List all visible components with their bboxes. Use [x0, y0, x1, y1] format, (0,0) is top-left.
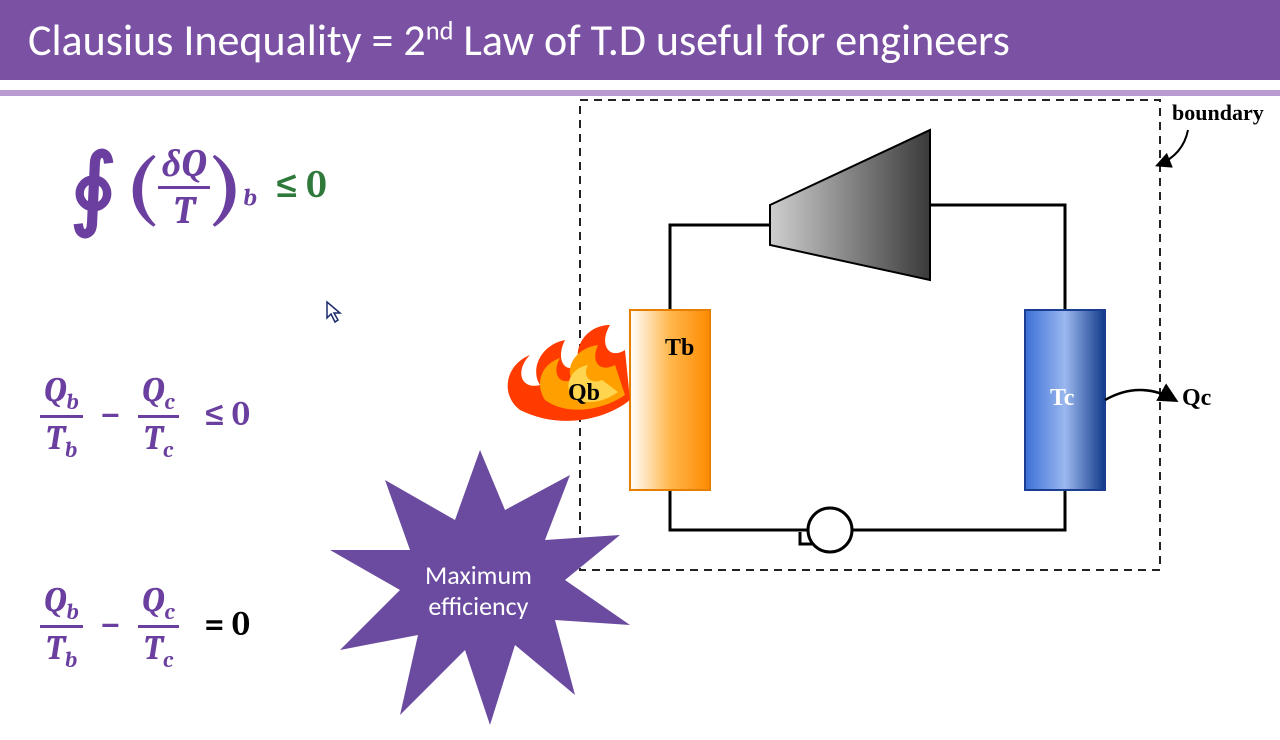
title-pre: Clausius Inequality = 2: [28, 13, 426, 67]
title-post: Law of T.D useful for engineers: [453, 13, 1009, 67]
cursor-icon: [322, 300, 344, 331]
eq2-rel: ≤ 0: [186, 394, 260, 434]
tc-label: Tc: [1050, 385, 1074, 412]
eq1-rel: ≤ 0: [265, 163, 336, 207]
equation-clausius: ∮ (δQT)b ≤ 0: [70, 135, 336, 240]
burst-label: Maximumefficiency: [425, 560, 532, 622]
title-bar: Clausius Inequality = 2nd Law of T.D use…: [0, 0, 1280, 80]
title-sup: nd: [426, 15, 454, 47]
qc-label: Qc: [1182, 385, 1211, 412]
equation-qb-qc-leq: QbTb − QcTc ≤ 0: [40, 370, 260, 463]
equation-qb-qc-eq0: QbTb − QcTc = 0: [40, 580, 260, 673]
qb-label: Qb: [568, 380, 600, 407]
boundary-label: boundary: [1172, 100, 1264, 126]
tb-label: Tb: [665, 335, 694, 362]
eq3-rel: = 0: [186, 604, 260, 644]
eq1-den: T: [158, 189, 211, 233]
eq1-sub: b: [243, 184, 257, 212]
eq1-num: δQ: [158, 142, 211, 189]
accent-stripe: [0, 90, 1280, 96]
integral-icon: ∮: [70, 139, 117, 238]
